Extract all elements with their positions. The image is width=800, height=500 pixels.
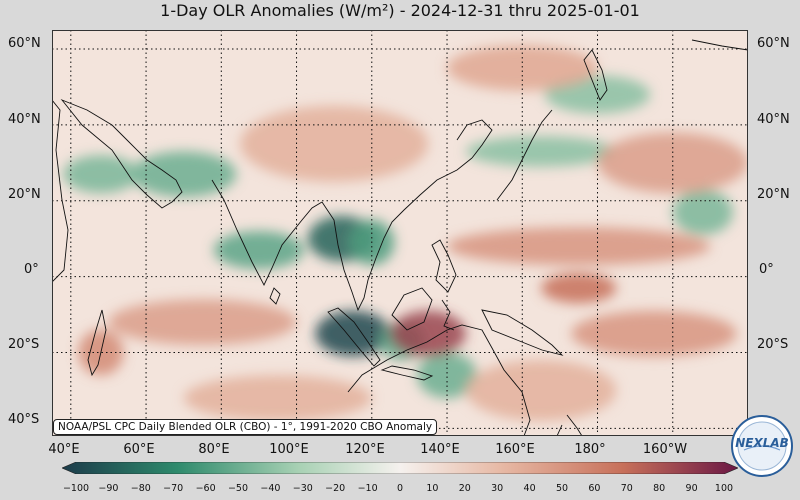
coastline-srilanka bbox=[269, 287, 281, 305]
lon-label-140e: 140°E bbox=[420, 442, 460, 457]
anomaly-region-16 bbox=[571, 310, 737, 357]
anomaly-region-17 bbox=[240, 105, 429, 182]
colorbar-tick-label: 70 bbox=[620, 483, 633, 494]
colorbar bbox=[62, 462, 738, 474]
coastline-madagascar bbox=[87, 309, 107, 377]
colorbar-tick-label: 40 bbox=[523, 483, 536, 494]
anomaly-region-18 bbox=[447, 45, 598, 91]
anomaly-field bbox=[63, 45, 748, 421]
coastline-arabia bbox=[60, 98, 183, 209]
lat-label-60n-right: 60°N bbox=[757, 36, 790, 51]
logo-text: NEXLAB bbox=[735, 436, 789, 450]
colorbar-tick-label: −30 bbox=[292, 483, 313, 494]
lon-label-80e: 80°E bbox=[198, 442, 230, 457]
coastline-china-korea bbox=[456, 119, 493, 159]
anomaly-region-6 bbox=[63, 155, 139, 194]
coastline-sumatra bbox=[327, 307, 381, 367]
coastline-aleutians bbox=[691, 39, 748, 51]
anomaly-region-4 bbox=[213, 231, 305, 270]
colorbar-ramp bbox=[62, 462, 738, 474]
lat-label-20n-right: 20°N bbox=[757, 187, 790, 202]
coastline-newzealand bbox=[556, 414, 583, 436]
lon-label-180: 180° bbox=[574, 442, 606, 457]
colorbar-tick-label: 50 bbox=[555, 483, 569, 494]
anomaly-region-15 bbox=[447, 227, 711, 266]
colorbar-tick-label: 60 bbox=[588, 483, 601, 494]
colorbar-tick-label: 30 bbox=[491, 483, 504, 494]
colorbar-tick-label: −40 bbox=[260, 483, 281, 494]
colorbar-tick-label: −100 bbox=[62, 483, 90, 494]
lon-label-120e: 120°E bbox=[345, 442, 385, 457]
olr-anomaly-map bbox=[52, 30, 748, 436]
graticule bbox=[52, 30, 748, 436]
coastline-newguinea bbox=[481, 309, 564, 356]
anomaly-region-11 bbox=[390, 310, 466, 357]
map-border bbox=[52, 30, 748, 436]
anomaly-region-20 bbox=[183, 375, 372, 421]
lon-label-160w: 160°W bbox=[642, 442, 688, 457]
anomaly-region-13 bbox=[108, 299, 297, 345]
anomaly-region-5 bbox=[131, 151, 237, 197]
colorbar-tick-label: −70 bbox=[163, 483, 184, 494]
colorbar-tick-label: −10 bbox=[357, 483, 378, 494]
lat-label-40n-left: 40°N bbox=[8, 112, 41, 127]
data-source-caption: NOAA/PSL CPC Daily Blended OLR (CBO) - 1… bbox=[53, 419, 438, 435]
coastline-australia bbox=[347, 324, 531, 436]
coastline-borneo bbox=[391, 287, 433, 331]
lat-label-40n-right: 40°N bbox=[757, 112, 790, 127]
nexlab-logo: NEXLAB bbox=[731, 415, 793, 477]
lon-label-160e: 160°E bbox=[495, 442, 535, 457]
logo-arc bbox=[743, 445, 781, 451]
anomaly-region-2 bbox=[315, 310, 391, 357]
colorbar-tick-label: −50 bbox=[227, 483, 249, 494]
coastline-japan bbox=[496, 109, 553, 201]
coastline-java bbox=[380, 365, 434, 381]
coastline-africa bbox=[52, 99, 69, 283]
lat-label-40s-left: 40°S bbox=[8, 412, 40, 427]
lat-label-eq-left: 0° bbox=[24, 262, 39, 277]
colorbar-tick-label: −80 bbox=[130, 483, 151, 494]
colorbar-tick-label: −90 bbox=[98, 483, 119, 494]
lon-label-40e: 40°E bbox=[48, 442, 80, 457]
lat-label-60n-left: 60°N bbox=[8, 36, 41, 51]
lat-label-eq-right: 0° bbox=[759, 262, 774, 277]
colorbar-tick-label: −20 bbox=[325, 483, 346, 494]
colorbar-tick-label: 20 bbox=[458, 483, 471, 494]
coastline-kamchatka bbox=[583, 49, 608, 101]
lat-label-20s-left: 20°S bbox=[8, 337, 40, 352]
lat-label-20s-right: 20°S bbox=[757, 337, 789, 352]
colorbar-tick-label: 100 bbox=[714, 483, 734, 494]
anomaly-region-21 bbox=[465, 360, 617, 421]
lon-label-100e: 100°E bbox=[269, 442, 309, 457]
lon-label-60e: 60°E bbox=[123, 442, 155, 457]
colorbar-tick-label: 10 bbox=[426, 483, 439, 494]
colorbar-tick-label: 90 bbox=[685, 483, 698, 494]
colorbar-tick-label: 0 bbox=[396, 483, 404, 494]
anomaly-region-9 bbox=[465, 136, 617, 167]
colorbar-tick-label: −60 bbox=[195, 483, 216, 494]
lat-label-20n-left: 20°N bbox=[8, 187, 41, 202]
coastline-philippines bbox=[431, 239, 457, 293]
anomaly-region-8 bbox=[672, 189, 733, 235]
map-title: 1-Day OLR Anomalies (W/m²) - 2024-12-31 … bbox=[160, 1, 640, 20]
anomaly-region-7 bbox=[416, 352, 478, 399]
anomaly-region-19 bbox=[597, 132, 748, 194]
anomaly-region-12 bbox=[541, 272, 617, 304]
colorbar-tick-label: 80 bbox=[653, 483, 666, 494]
map-canvas bbox=[52, 30, 748, 436]
